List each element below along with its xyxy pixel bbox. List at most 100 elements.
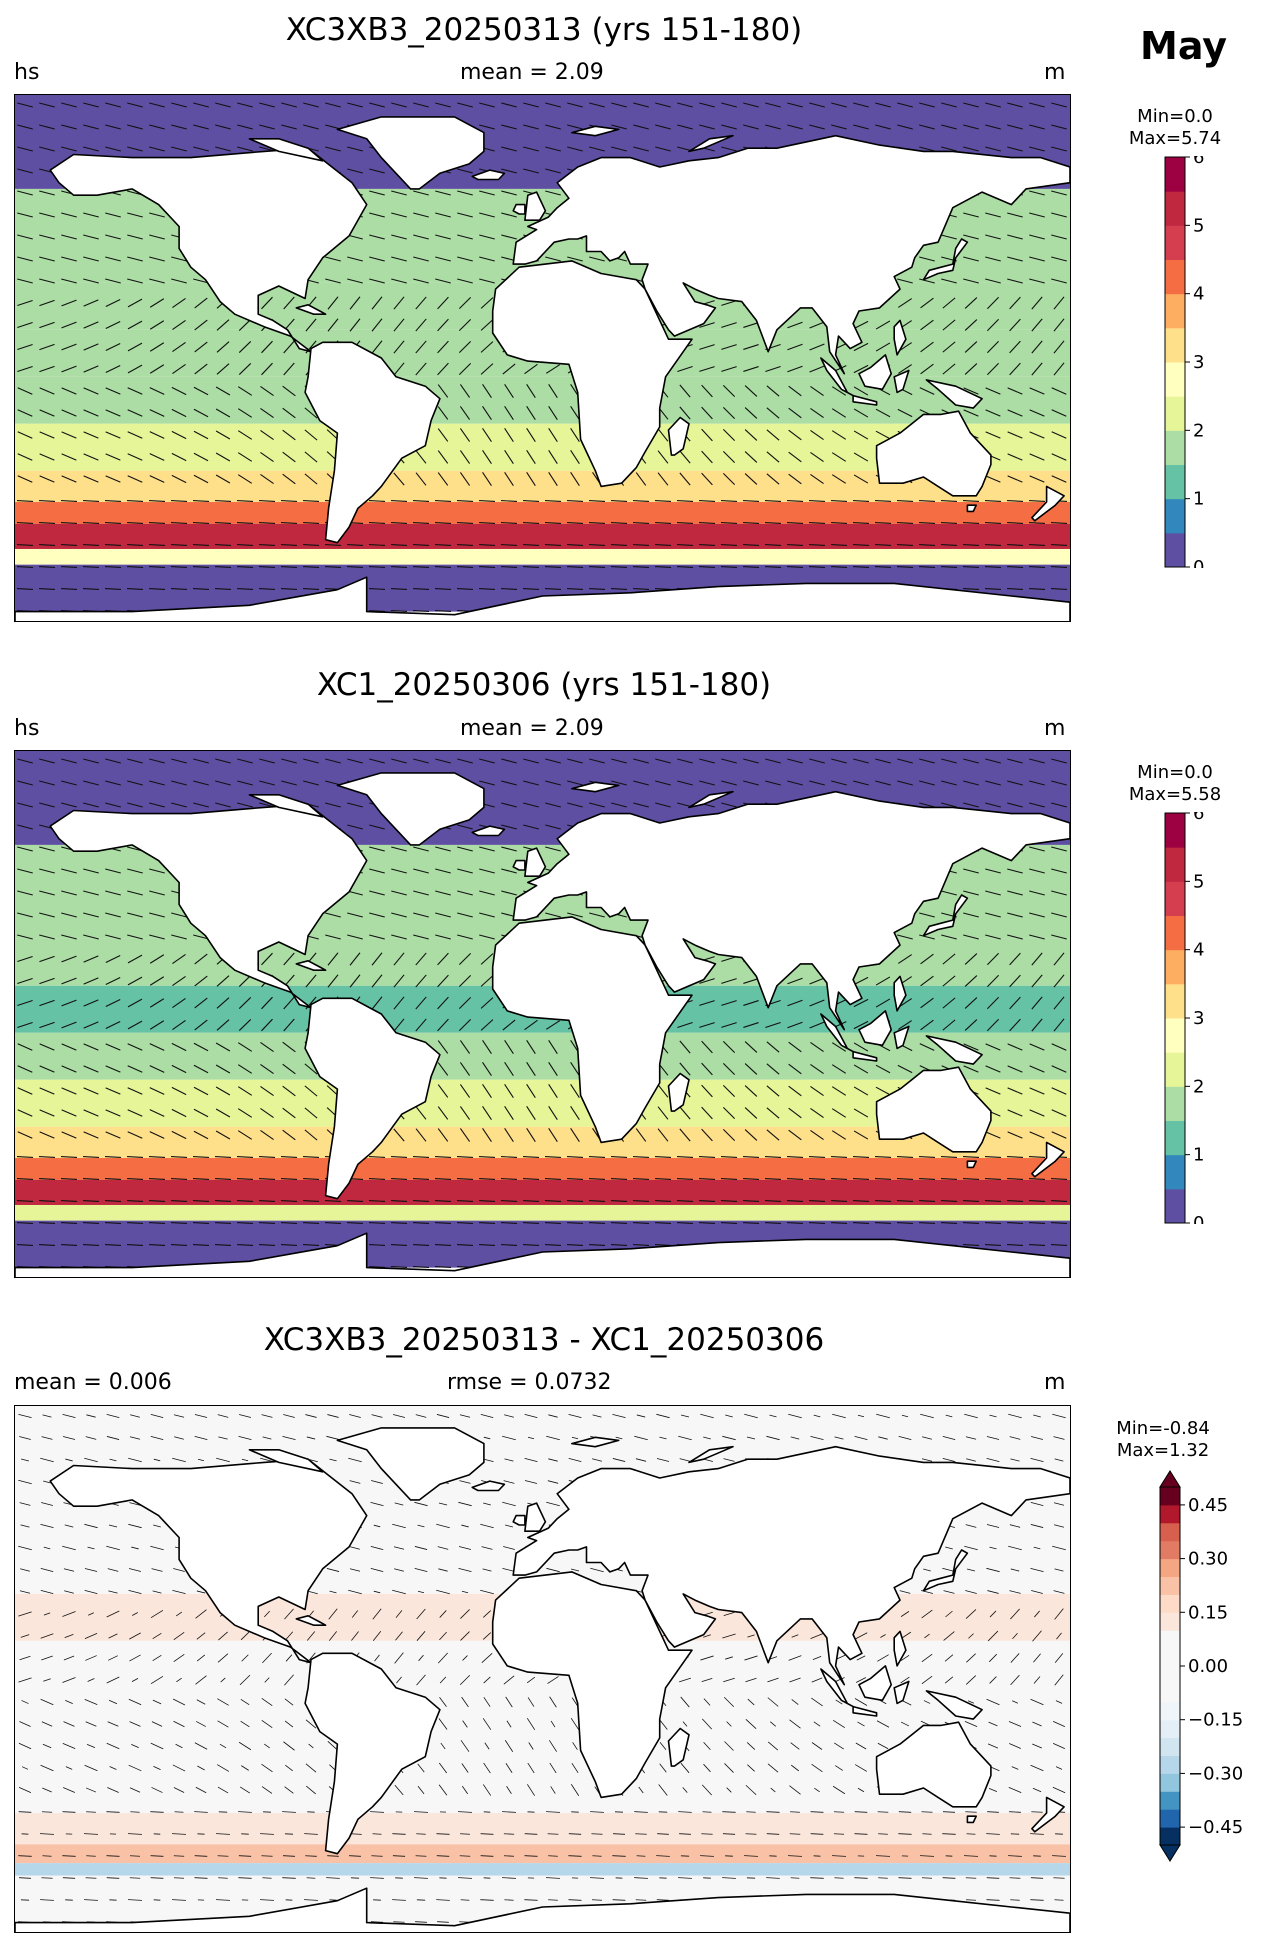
landmass-5	[875, 1721, 992, 1808]
map-canvas	[15, 95, 1070, 621]
colorbar-segment-2	[1165, 464, 1185, 500]
map-canvas	[15, 1406, 1070, 1932]
landmass-19	[966, 1815, 978, 1824]
panel-1-map	[14, 94, 1071, 622]
panel-1-units-label: m	[1044, 60, 1066, 85]
panel-1-variable-label: hs	[14, 60, 40, 85]
landmass-11	[667, 416, 690, 456]
panel-3-units-label: m	[1044, 1370, 1066, 1395]
colorbar-extend-max	[1159, 1470, 1181, 1488]
landmass-6	[15, 1232, 1070, 1277]
landmass-3	[491, 916, 693, 1144]
landmass-18	[1031, 1796, 1065, 1833]
panel-3-colorbar: 0.45 0.30 0.15 0.00 −0.15 −0.30 −0.45	[1158, 1470, 1268, 1862]
colorbar-tick-label-6: −0.45	[1188, 1817, 1243, 1838]
colorbar-segment-1	[1160, 1809, 1180, 1828]
landmass-22	[688, 1445, 734, 1464]
colorbar-tick-label-6: 6	[1193, 812, 1204, 824]
panel-2-map	[14, 750, 1071, 1278]
colorbar-segment-0	[1165, 1188, 1185, 1224]
colorbar-segment-9	[1165, 881, 1185, 916]
landmass-21	[248, 137, 324, 162]
colorbar-segment-8	[1165, 259, 1185, 295]
landmass-20	[295, 304, 327, 315]
panel-2-max-label: Max=5.58	[1128, 784, 1222, 805]
colorbar-segment-6	[1160, 1719, 1180, 1739]
colorbar-tick-label-1: 0.30	[1188, 1549, 1228, 1570]
landmass-17	[893, 1680, 910, 1705]
colorbar-segment-0	[1160, 1827, 1180, 1846]
landmass-22	[688, 790, 734, 809]
panel-3-mean-label: mean = 0.006	[14, 1370, 172, 1395]
panel-2-colorbar: 0 1 2 3 4 5 6	[1163, 803, 1270, 1234]
colorbar-tick-label-4: −0.15	[1188, 1710, 1243, 1731]
colorbar-segment-3	[1165, 430, 1185, 465]
colorbar-segment-10	[1165, 847, 1185, 882]
landmass-3	[491, 1571, 693, 1799]
landmass-16	[893, 1630, 907, 1667]
colorbar-segment-8	[1160, 1683, 1180, 1703]
panel-2-units-label: m	[1044, 716, 1066, 741]
colorbar-tick-label-3: 3	[1193, 352, 1204, 373]
panel-3-min-label: Min=-0.84	[1116, 1418, 1210, 1439]
landmass-18	[1031, 1141, 1065, 1178]
colorbar-tick-label-1: 1	[1193, 1145, 1204, 1166]
landmass-13	[858, 1010, 893, 1047]
latitude-band-10	[15, 1204, 1070, 1221]
colorbar-segment-4	[1160, 1755, 1180, 1774]
panel-3-rmse-label: rmse = 0.0732	[447, 1370, 612, 1395]
landmass-1	[336, 772, 485, 846]
landmass-0	[49, 147, 368, 353]
landmass-6	[15, 1887, 1070, 1932]
landmass-21	[248, 1448, 324, 1473]
colorbar-tick-label-0: 0	[1193, 557, 1204, 568]
colorbar-segment-5	[1165, 1018, 1185, 1053]
landmass-20	[295, 1615, 327, 1626]
landmass-13	[858, 1665, 893, 1702]
panel-2-title: XC1_20250306 (yrs 151-180)	[316, 667, 772, 703]
landmass-3	[491, 260, 693, 488]
landmass-17	[893, 1025, 910, 1050]
landmass-0	[49, 803, 368, 1009]
landmass-10	[922, 238, 969, 281]
landmass-7	[524, 1502, 547, 1532]
map-canvas	[15, 751, 1070, 1277]
colorbar-segment-16	[1160, 1540, 1180, 1560]
landmass-10	[922, 1549, 969, 1592]
colorbar-canvas: 0 1 2 3 4 5 6	[1164, 803, 1204, 1234]
landmass-10	[922, 894, 969, 937]
panel-3-max-label: Max=1.32	[1116, 1440, 1210, 1461]
colorbar-tick-label-3: 0.00	[1188, 1656, 1228, 1677]
colorbar-tick-label-2: 2	[1193, 1076, 1204, 1097]
colorbar-tick-label-1: 1	[1193, 489, 1204, 510]
latitude-band-9	[15, 1179, 1070, 1205]
landmass-8	[512, 1514, 526, 1526]
latitude-band-9	[15, 1844, 1070, 1864]
landmass-16	[893, 975, 907, 1012]
panel-1-title: XC3XB3_20250313 (yrs 151-180)	[285, 12, 803, 48]
landmass-11	[667, 1727, 690, 1767]
colorbar-segment-10	[1160, 1648, 1180, 1667]
colorbar-tick-label-5: 5	[1193, 215, 1204, 236]
landmass-1	[336, 116, 485, 190]
landmass-6	[15, 576, 1070, 621]
latitude-band-8	[15, 1158, 1070, 1180]
landmass-4	[512, 790, 1070, 1031]
landmass-8	[512, 859, 526, 871]
colorbar-segment-18	[1160, 1504, 1180, 1524]
colorbar-extend-min	[1159, 1844, 1181, 1862]
landmass-5	[875, 1066, 992, 1153]
landmass-4	[512, 134, 1070, 375]
landmass-19	[966, 1160, 978, 1169]
colorbar-tick-label-0: 0	[1193, 1213, 1204, 1224]
landmass-15	[852, 1705, 878, 1717]
landmass-1	[336, 1427, 485, 1501]
landmass-23	[570, 1436, 620, 1448]
landmass-14	[925, 1690, 983, 1720]
landmass-20	[295, 960, 327, 971]
latitude-band-10	[15, 1863, 1070, 1876]
panel-1-colorbar: 0 1 2 3 4 5 6	[1163, 147, 1270, 578]
landmass-22	[688, 134, 734, 153]
colorbar-segment-0	[1165, 532, 1185, 568]
panel-2-variable-label: hs	[14, 716, 40, 741]
